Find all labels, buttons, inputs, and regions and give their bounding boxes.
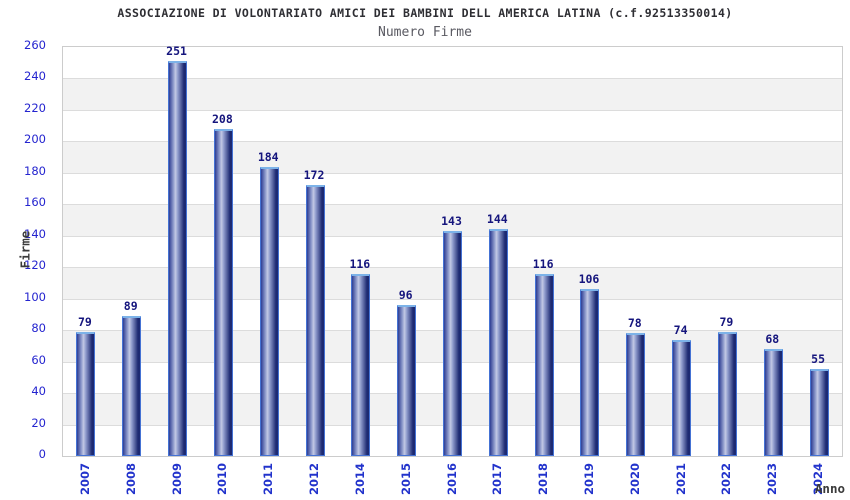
bar [626,333,646,456]
x-category-label: 2015 [398,463,413,496]
bar-value-label: 208 [211,112,233,126]
bar [213,129,233,456]
grid-band [63,109,842,142]
x-category-label: 2009 [169,463,184,496]
y-tick-label: 260 [24,38,46,52]
grid-band [63,172,842,205]
bar [534,274,554,456]
bar-value-label: 251 [166,44,187,58]
grid-band [63,141,842,173]
grid-band [63,204,842,236]
bar [168,61,188,456]
bar-value-label: 68 [765,332,780,346]
y-tick-label: 140 [24,226,46,241]
x-category-label: 2012 [307,463,322,496]
bar [717,332,737,456]
grid-band [63,78,842,110]
bar-value-label: 78 [627,316,642,330]
y-axis-title: Firme [17,230,33,269]
bar-value-label: 106 [578,272,600,286]
bar [259,167,279,456]
bar-value-label: 184 [257,150,279,164]
bar [443,231,462,456]
y-tick-label: 60 [31,352,46,367]
x-category-label: 2011 [261,463,276,496]
x-category-label: 2023 [765,463,780,496]
x-category-label: 2007 [77,463,92,496]
bar-value-label: 79 [77,315,92,329]
bar [397,305,417,456]
bar [580,289,600,456]
bar-value-label: 144 [486,212,508,226]
y-tick-label: 20 [31,415,46,430]
y-tick-label: 200 [24,132,46,147]
grid-band [63,47,842,79]
x-axis-title: Anno [814,481,845,496]
y-tick-label: 100 [24,289,46,304]
bar [763,349,783,456]
bar-value-label: 143 [441,214,462,228]
chart-title: ASSOCIAZIONE DI VOLONTARIATO AMICI DEI B… [117,6,733,20]
bar [351,274,371,456]
y-tick-label: 240 [24,69,46,84]
x-category-label: 2008 [123,463,138,496]
y-tick-label: 40 [31,384,46,399]
bar-value-label: 172 [303,168,325,182]
x-category-label: 2018 [536,463,551,496]
bar-value-label: 74 [673,323,688,337]
bar-value-label: 89 [123,299,138,313]
bar [488,229,508,456]
bar [305,185,325,456]
bar-value-label: 116 [349,257,371,271]
x-category-label: 2010 [215,463,230,496]
x-category-label: 2021 [673,463,688,496]
y-tick-label: 0 [38,447,46,461]
x-category-label: 2014 [352,463,367,496]
chart-subtitle: Numero Firme [378,25,472,40]
bar-value-label: 96 [398,288,413,302]
x-category-label: 2020 [627,463,642,496]
y-tick-label: 120 [24,258,46,273]
bar [122,316,142,456]
plot-area [62,46,843,457]
y-tick-label: 220 [24,100,46,115]
x-category-label: 2017 [490,463,505,496]
bar [76,332,96,456]
bar-value-label: 116 [532,257,554,271]
y-tick-label: 160 [24,195,46,210]
bar [672,340,692,456]
bar-value-label: 55 [811,352,825,366]
bar [809,369,829,456]
y-tick-label: 80 [31,321,46,336]
bar-value-label: 79 [719,315,734,329]
y-tick-label: 180 [24,163,46,178]
x-category-label: 2022 [719,463,734,496]
x-category-label: 2016 [444,463,459,496]
x-category-label: 2019 [581,463,596,496]
